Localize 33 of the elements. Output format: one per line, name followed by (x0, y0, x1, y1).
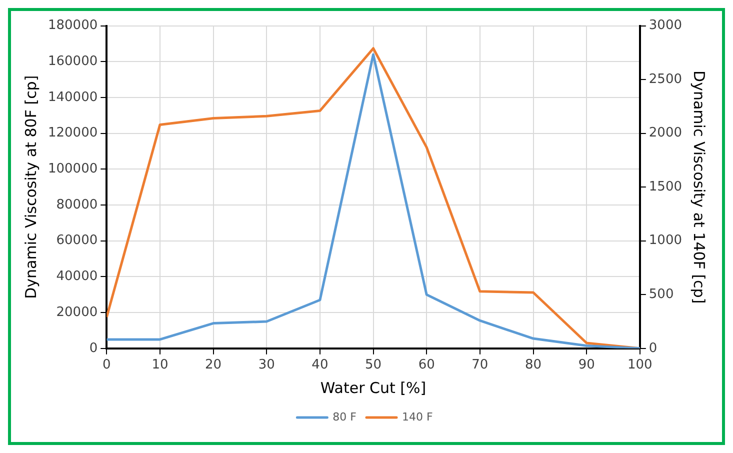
y2-tick-label: 2500 (648, 72, 682, 87)
y2-tick-label: 500 (648, 287, 674, 302)
y-tick-label: 140000 (48, 90, 98, 105)
y-axis-title: Dynamic Viscosity at 80F [cp] (22, 75, 40, 299)
y2-tick-label: 1000 (648, 233, 682, 248)
x-tick-label: 20 (205, 358, 222, 373)
y-tick-label: 120000 (48, 126, 98, 141)
x-tick-label: 80 (524, 358, 542, 373)
x-tick-label: 30 (258, 358, 275, 373)
x-tick-label: 60 (418, 358, 435, 373)
x-tick-label: 70 (472, 358, 488, 373)
x-tick-label: 90 (578, 358, 595, 373)
x-tick-label: 0 (102, 358, 111, 373)
y2-tick-label: 1500 (648, 179, 682, 194)
y2-tick-label: 3000 (648, 18, 682, 34)
x-tick-label: 50 (365, 358, 382, 373)
y-tick-label: 0 (89, 340, 98, 356)
x-tick-label: 10 (152, 358, 168, 373)
y2-tick-label: 0 (648, 340, 658, 356)
y-tick-label: 180000 (48, 18, 98, 34)
y-tick-label: 100000 (48, 162, 98, 177)
y-tick-label: 60000 (56, 233, 98, 248)
y-tick-label: 160000 (48, 54, 98, 70)
y2-axis-title: Dynamic Viscosity at 140F [cp] (690, 70, 708, 304)
x-tick-label: 40 (312, 358, 328, 373)
y-tick-label: 20000 (56, 304, 98, 320)
x-tick-label: 100 (628, 358, 652, 373)
legend-label: 140 F (402, 410, 433, 424)
legend-label: 80 F (332, 410, 357, 424)
y2-tick-label: 2000 (648, 126, 682, 141)
x-axis-title: Water Cut [%] (320, 378, 426, 397)
y-tick-label: 40000 (56, 269, 98, 284)
y-tick-label: 80000 (56, 197, 98, 212)
